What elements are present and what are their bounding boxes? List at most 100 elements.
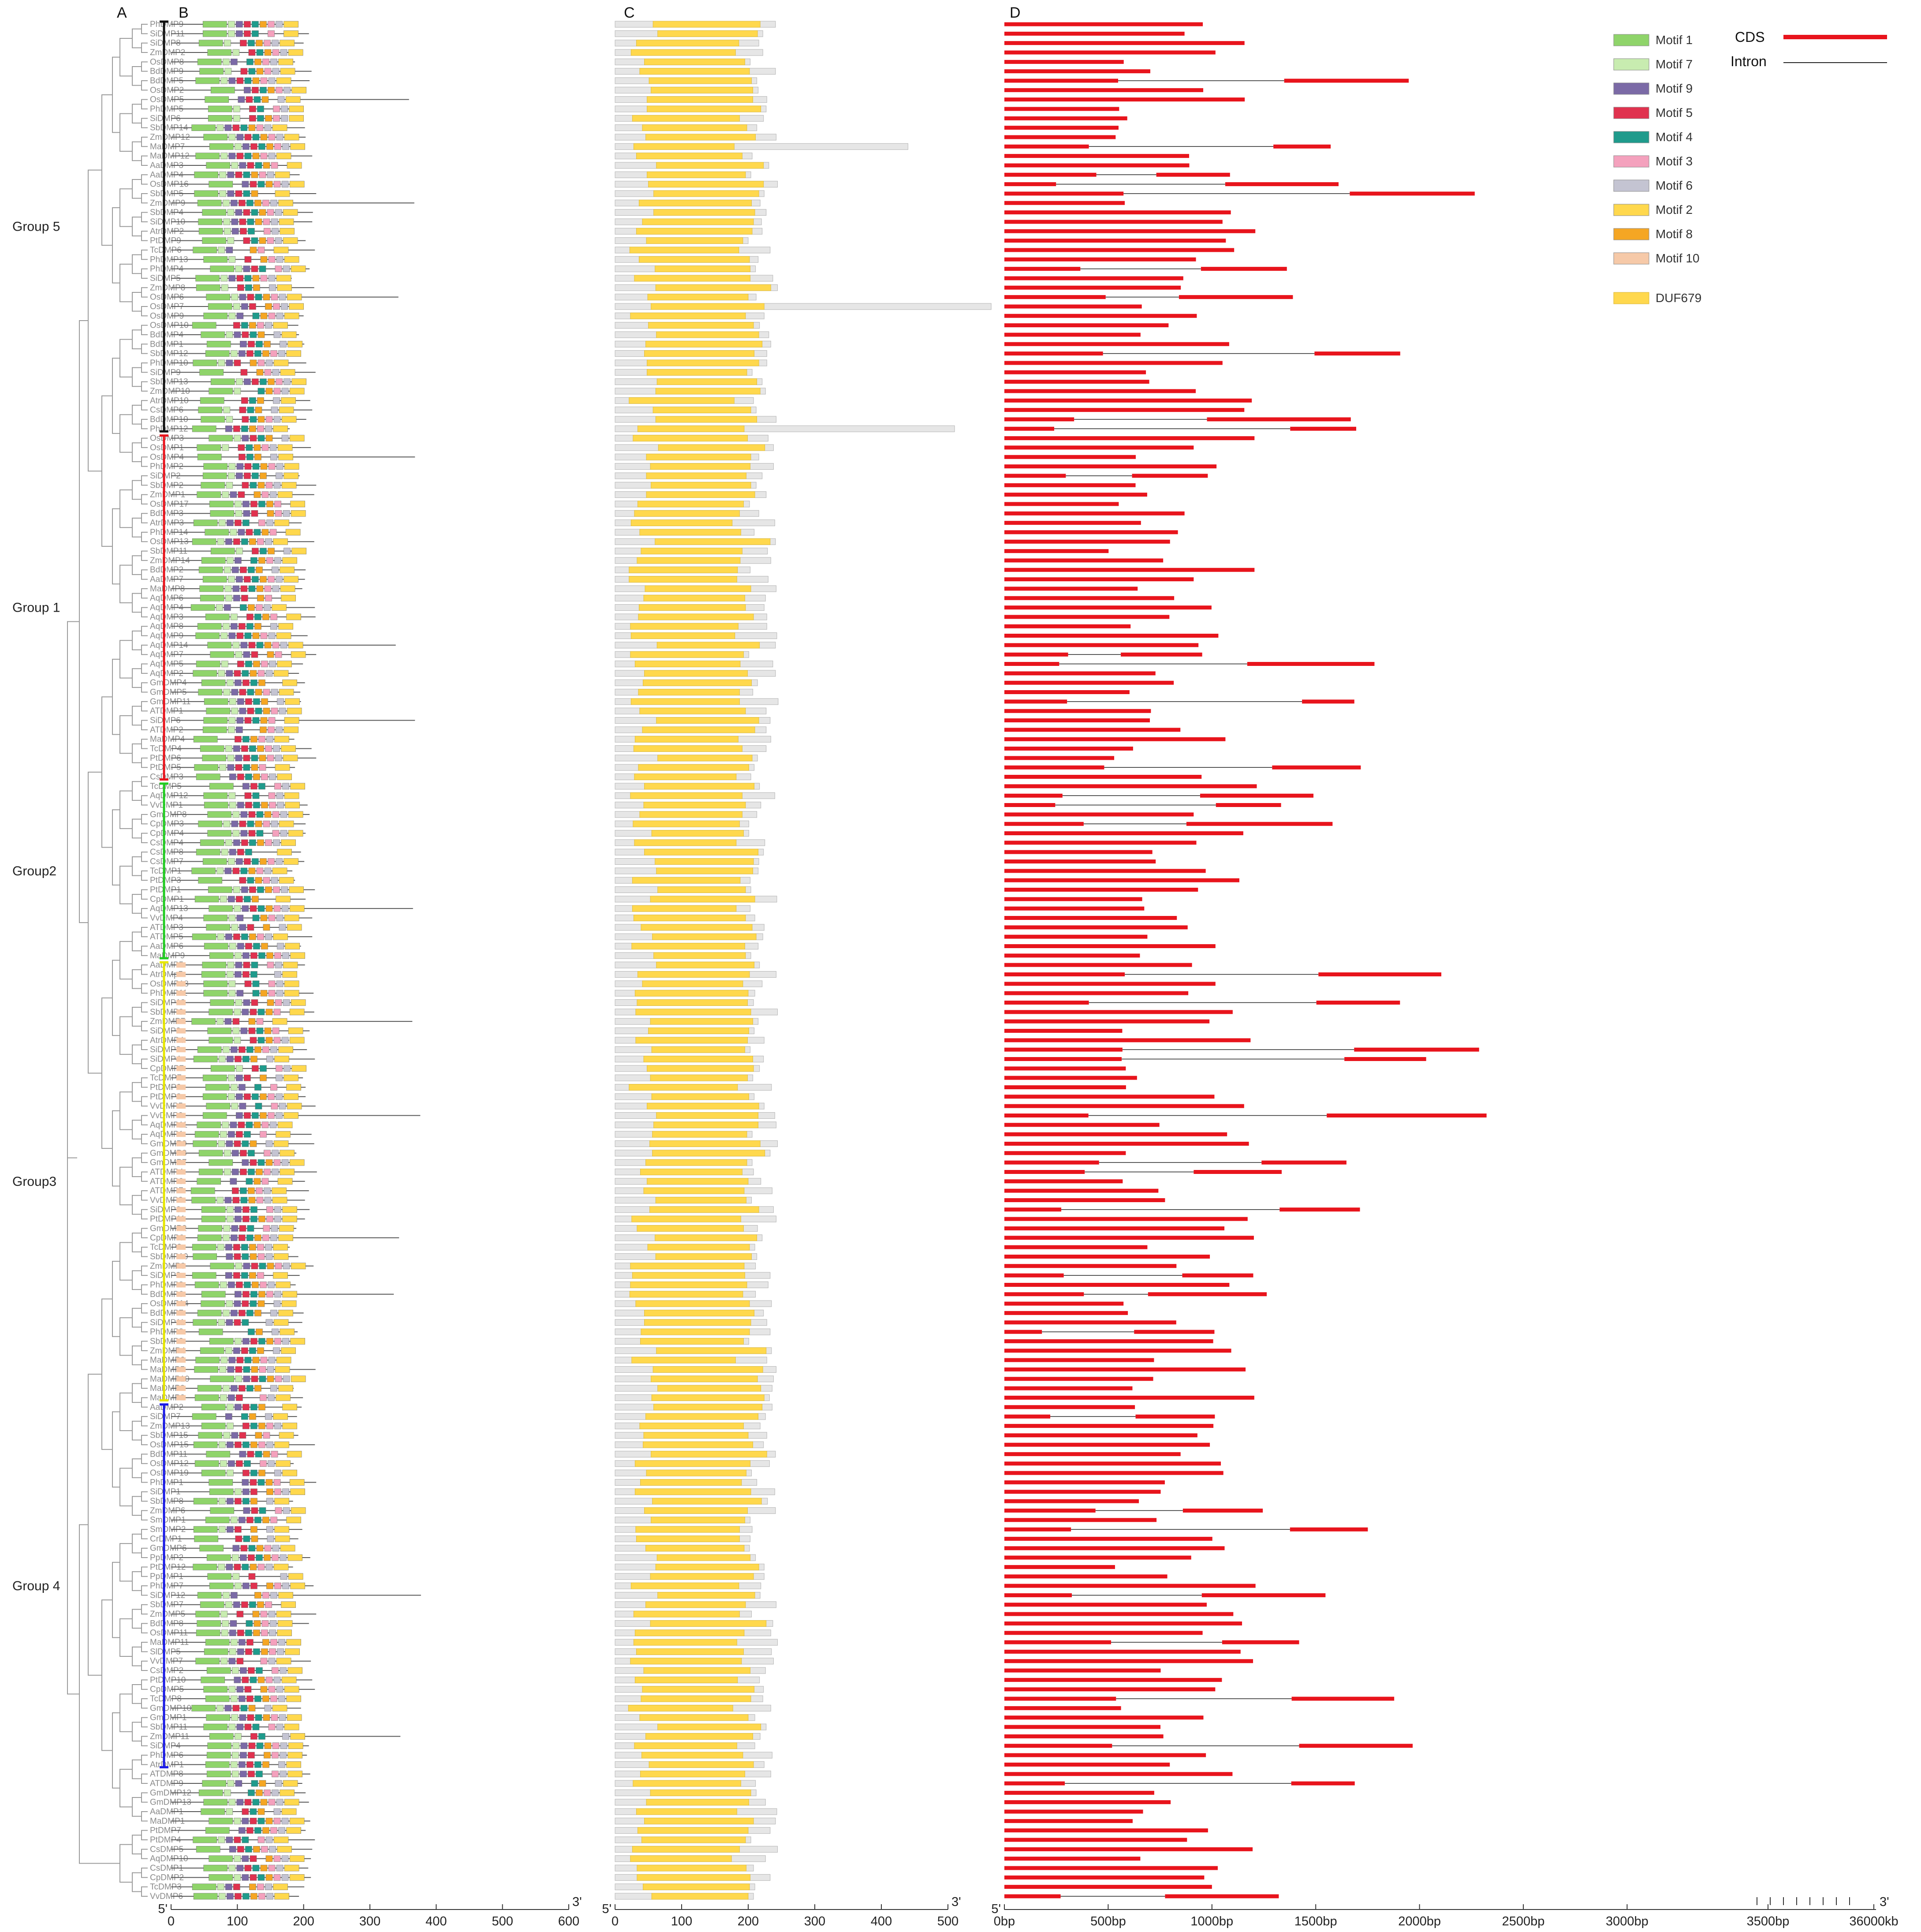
motif-box	[228, 1799, 236, 1805]
motif-box	[242, 736, 250, 743]
motif-box	[259, 265, 266, 272]
tree-branch	[132, 367, 142, 387]
motif-box	[201, 482, 225, 489]
motif-box	[198, 1432, 223, 1439]
motif-box	[276, 858, 283, 865]
motif-box	[282, 1733, 289, 1740]
motif-box	[192, 1244, 216, 1251]
motif-box	[236, 378, 243, 385]
motif-box	[236, 1460, 243, 1467]
motif-box	[200, 839, 224, 846]
motif-box	[233, 425, 240, 432]
gene-label: OsDMP2	[150, 86, 184, 95]
motif-box	[260, 1065, 267, 1072]
duf679-domain	[655, 538, 771, 545]
motif-box	[209, 1009, 233, 1016]
motif-box	[267, 1366, 274, 1373]
gene-label: CrDMP1	[150, 1534, 182, 1543]
motif-box	[253, 1629, 260, 1637]
motif-box	[176, 1348, 186, 1353]
motif-box	[241, 839, 248, 846]
motif-box	[272, 369, 280, 376]
duf679-domain	[630, 1582, 739, 1589]
motif-box	[264, 1705, 272, 1712]
duf679-domain	[652, 1131, 747, 1138]
motif-box	[198, 877, 223, 884]
motif-box	[281, 1677, 297, 1683]
motif-box	[284, 1865, 299, 1872]
motif-box	[244, 153, 252, 159]
motif-box	[265, 745, 272, 752]
gene-label: PhDMP6	[150, 1751, 183, 1760]
duf679-domain	[639, 1423, 744, 1429]
motif-box	[240, 867, 248, 874]
duf679-domain	[629, 576, 737, 583]
motif-box	[271, 1714, 278, 1721]
motif-box	[275, 237, 282, 244]
motif-box	[243, 961, 250, 968]
motif-box	[226, 1404, 234, 1411]
motif-box	[246, 529, 253, 536]
motif-box	[280, 369, 295, 376]
motif-box	[242, 1215, 250, 1222]
motif-box	[248, 49, 256, 56]
motif-box	[229, 802, 236, 808]
motif-box	[254, 59, 261, 65]
motif-box	[277, 284, 292, 291]
motif-box	[250, 1404, 257, 1411]
motif-box	[277, 491, 293, 498]
tree-branch	[132, 1082, 142, 1102]
tree-branch	[141, 1717, 148, 1728]
motif-box	[265, 1253, 273, 1260]
motif-box	[266, 1526, 273, 1533]
motif-box	[264, 1197, 272, 1203]
motif-box	[283, 858, 298, 865]
motif-box	[202, 858, 227, 865]
motif-box	[246, 1639, 254, 1646]
axis-tick-label: 2500bp	[1502, 1914, 1545, 1928]
duf679-domain	[647, 105, 761, 112]
duf679-domain	[643, 594, 745, 602]
motif-box	[202, 21, 227, 28]
tree-branch	[132, 593, 142, 613]
motif-box	[268, 1394, 275, 1401]
motif-box	[257, 397, 264, 404]
gene-label: PtDMP2	[150, 1083, 181, 1092]
duf679-domain	[651, 1893, 749, 1900]
tree-branch	[141, 212, 148, 222]
gene-label: PhDMP14	[150, 528, 188, 537]
duf679-domain	[629, 397, 735, 404]
legend-label: Intron	[1731, 53, 1767, 69]
motif-box	[228, 980, 236, 987]
motif-box	[254, 350, 261, 357]
motif-box	[257, 1818, 265, 1824]
motif-box	[250, 1300, 257, 1307]
motif-box	[233, 1601, 240, 1608]
motif-box	[268, 792, 276, 799]
motif-box	[238, 96, 245, 103]
motif-box	[273, 1319, 289, 1326]
motif-box	[235, 1338, 242, 1345]
duf679-domain	[639, 1714, 749, 1721]
motif-box	[260, 1799, 268, 1805]
tree-branch	[101, 1298, 112, 1450]
motif-box	[261, 1648, 268, 1655]
duf679-domain	[650, 896, 755, 903]
motif-box	[257, 1244, 264, 1251]
motif-box	[272, 1187, 287, 1194]
motif-box	[254, 623, 261, 630]
gene-label: PhDMP9	[150, 20, 183, 29]
motif-box	[176, 1028, 186, 1034]
motif-box	[263, 218, 270, 225]
tree-branch	[141, 1209, 148, 1220]
motif-box	[275, 1375, 282, 1383]
motif-box	[265, 839, 272, 846]
motif-box	[273, 1009, 281, 1016]
motif-box	[242, 1253, 249, 1260]
motif-box	[203, 312, 228, 319]
motif-box	[241, 1413, 248, 1420]
tree-branch	[141, 550, 148, 561]
motif-box	[261, 491, 269, 498]
motif-box	[253, 1846, 260, 1853]
